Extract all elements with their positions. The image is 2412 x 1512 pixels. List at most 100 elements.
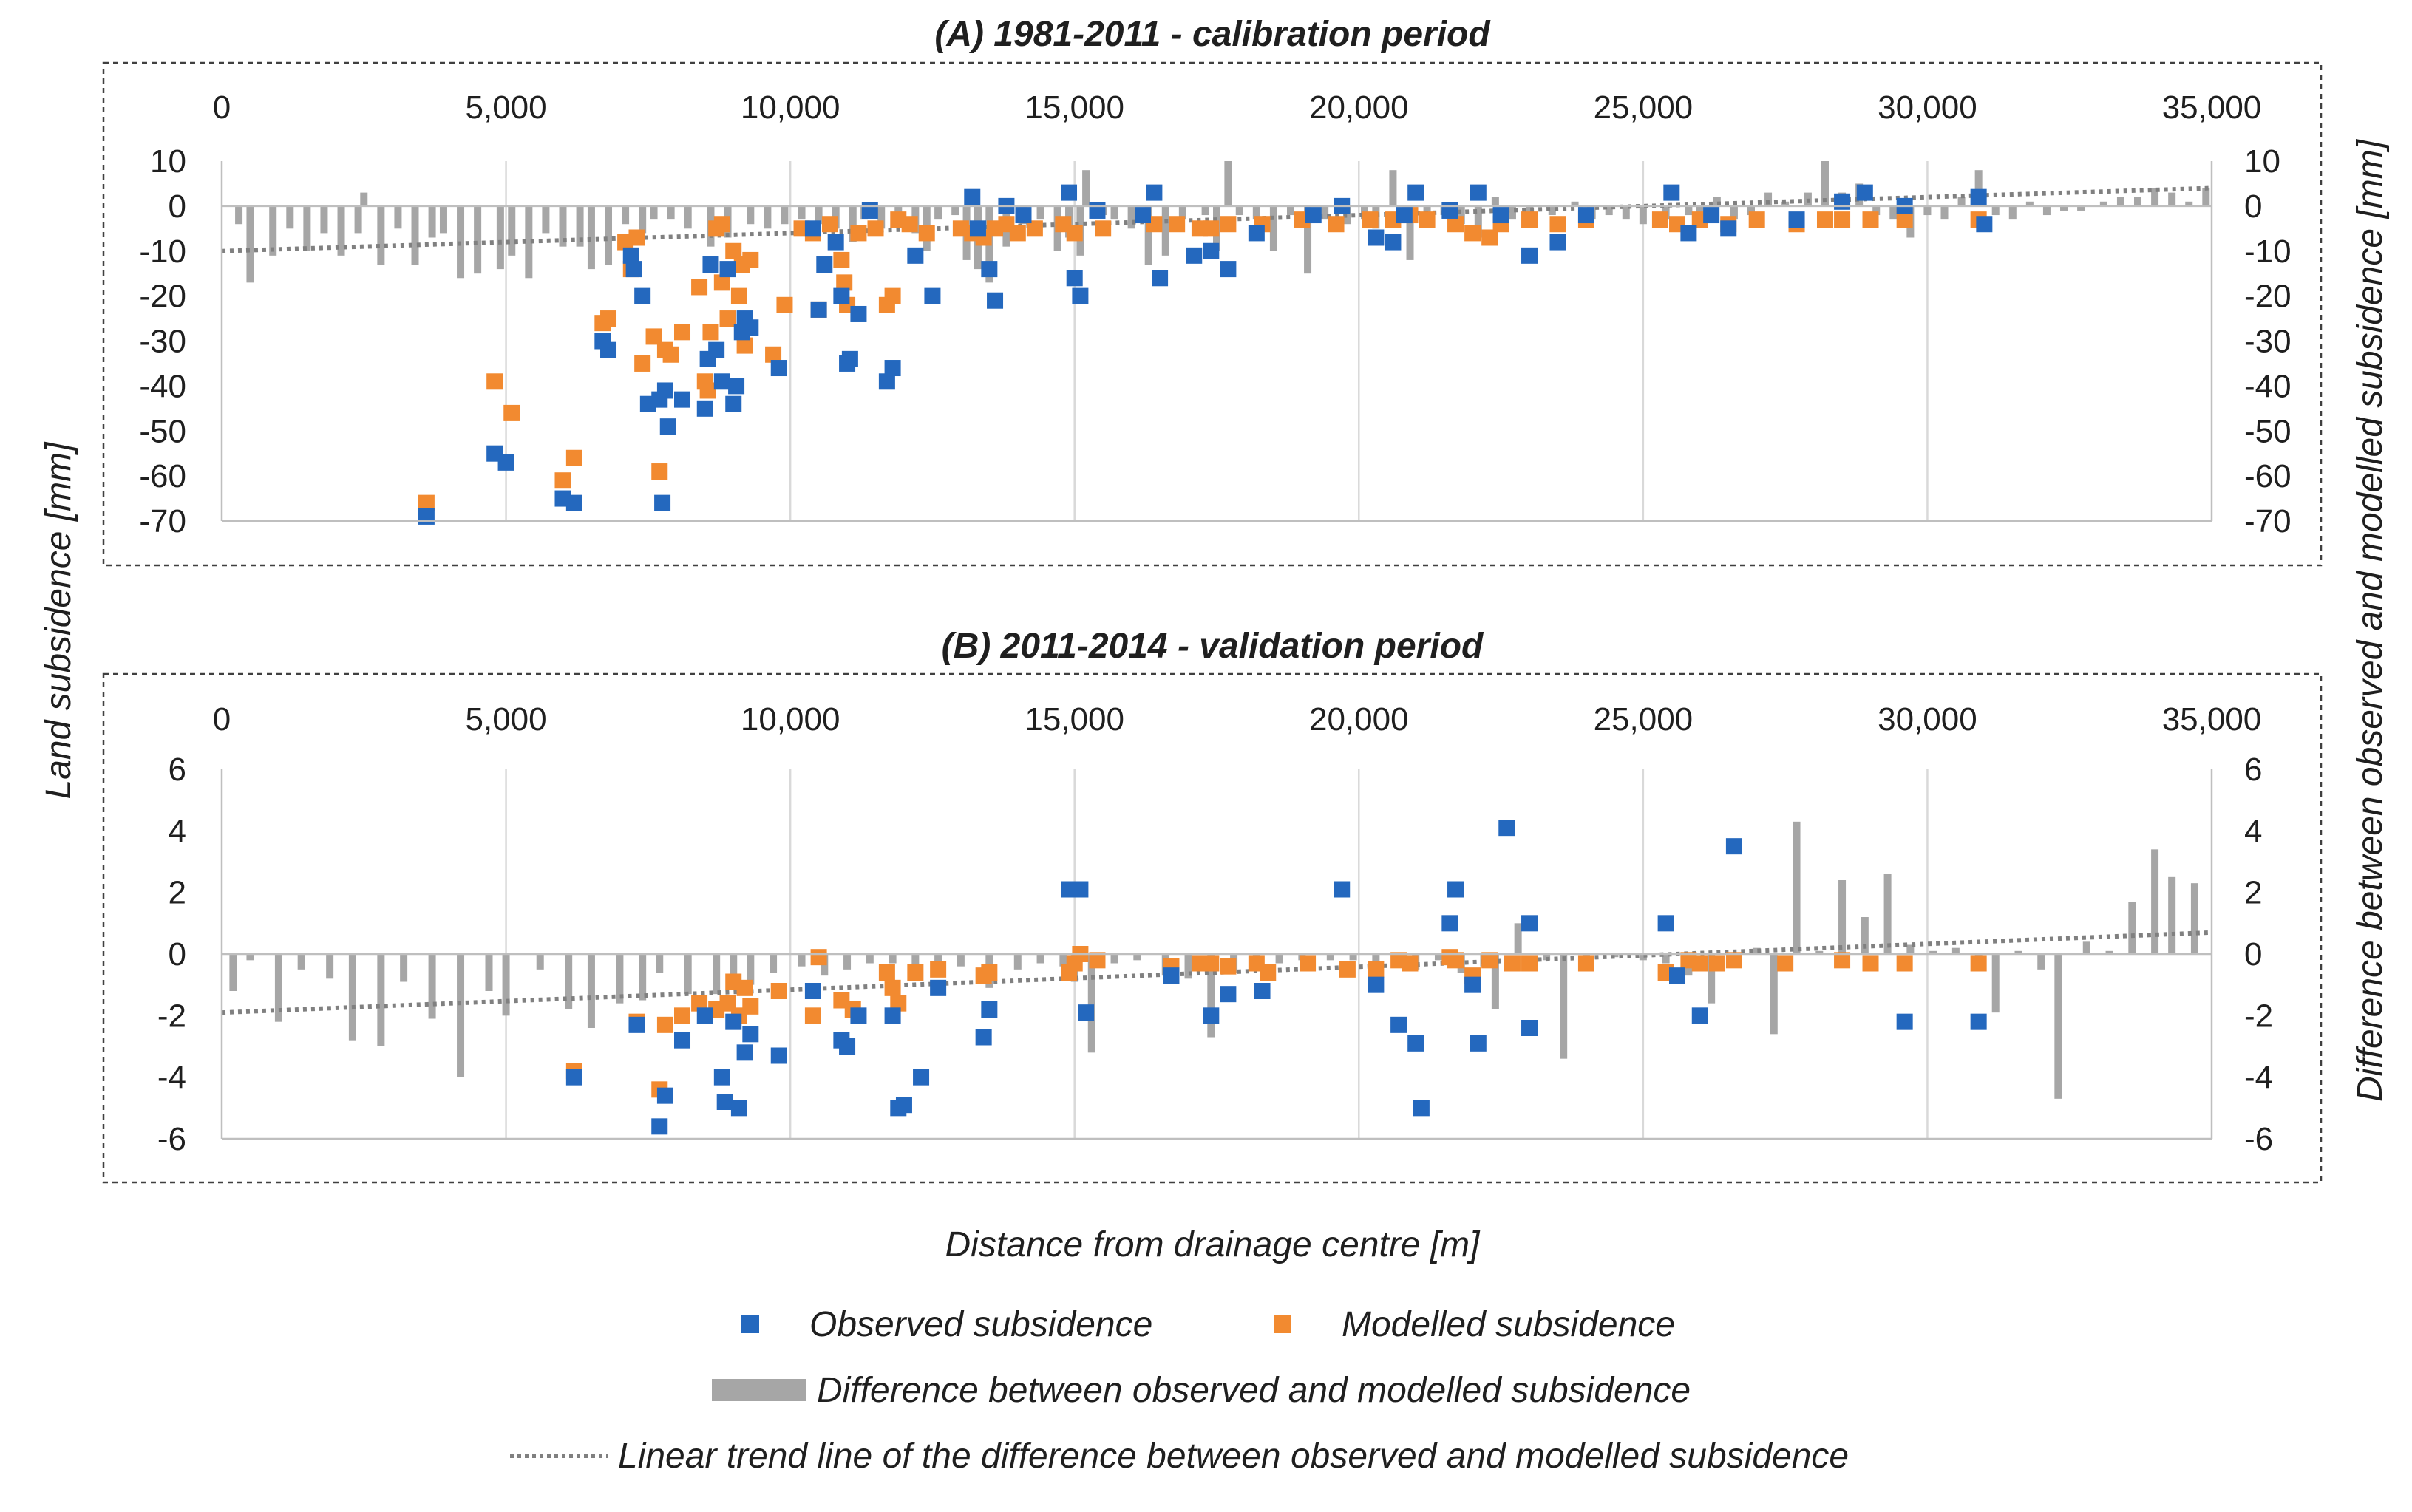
- difference-bar: [1708, 954, 1716, 1004]
- observed-point: [1498, 820, 1515, 837]
- difference-bar: [303, 205, 311, 251]
- observed-point: [1577, 207, 1594, 224]
- observed-point: [1703, 207, 1720, 224]
- x-tick-label: 35,000: [2162, 89, 2262, 126]
- modelled-point: [730, 287, 747, 304]
- legend: Observed subsidence Modelled subsidence …: [510, 1305, 1849, 1476]
- legend-trend: Linear trend line of the difference betw…: [510, 1437, 1849, 1476]
- observed-point: [839, 1038, 856, 1055]
- difference-bar: [269, 205, 277, 256]
- observed-point: [1305, 207, 1322, 224]
- observed-point: [674, 391, 691, 408]
- legend-trend-label: Linear trend line of the difference betw…: [618, 1437, 1849, 1476]
- observed-point: [816, 256, 833, 273]
- observed-point: [736, 1044, 753, 1061]
- difference-bar: [730, 954, 738, 988]
- modelled-point: [821, 216, 838, 233]
- panel-b-y-ticks-right: 6 4 2 0 -2 -4 -6: [2244, 752, 2273, 1157]
- difference-bar: [951, 205, 959, 216]
- observed-point: [1663, 184, 1680, 201]
- observed-point: [1390, 1016, 1407, 1033]
- difference-bar: [1087, 954, 1095, 1053]
- panel-b-axes: [220, 769, 2213, 1140]
- modelled-point: [1009, 225, 1026, 242]
- observed-point: [1066, 270, 1083, 287]
- modelled-point: [1220, 958, 1237, 975]
- modelled-point: [1834, 952, 1851, 969]
- difference-bar: [326, 954, 334, 979]
- observed-point: [1441, 202, 1458, 219]
- difference-bar: [684, 954, 692, 995]
- difference-bar: [2190, 883, 2198, 954]
- difference-bar: [798, 205, 806, 220]
- difference-bar: [1127, 205, 1135, 229]
- difference-bar: [235, 205, 243, 225]
- difference-bar: [781, 205, 789, 225]
- observed-point: [833, 287, 850, 304]
- difference-bar: [1815, 950, 1824, 954]
- modelled-point: [503, 404, 520, 421]
- observed-point: [634, 287, 651, 304]
- difference-bar: [2025, 201, 2034, 206]
- difference-bar: [502, 954, 510, 1016]
- observed-point: [1669, 967, 1686, 984]
- legend-difference: Difference between observed and modelled…: [712, 1371, 1691, 1410]
- y-tick-label-right: -10: [2244, 234, 2292, 270]
- modelled-point: [1339, 961, 1356, 978]
- observed-point: [708, 341, 725, 358]
- difference-bar: [1508, 205, 1516, 220]
- y-tick-label-left: -40: [139, 368, 186, 404]
- observed-point: [1334, 881, 1351, 898]
- modelled-point: [1447, 952, 1464, 969]
- observed-point: [497, 454, 514, 471]
- panel-a-x-ticks: 0 5,000 10,000 15,000 20,000 25,000 30,000 35,0…: [213, 89, 2262, 126]
- modelled-point: [1260, 964, 1277, 981]
- difference-bar: [1201, 205, 1209, 216]
- difference-bar: [639, 954, 647, 1001]
- observed-point: [1720, 220, 1737, 237]
- observed-point: [702, 256, 719, 273]
- y-tick-label-right: -4: [2244, 1060, 2273, 1096]
- modelled-point: [1862, 955, 1879, 972]
- difference-bar: [1343, 205, 1351, 225]
- difference-bar: [1713, 197, 1721, 206]
- observed-point: [1220, 261, 1237, 278]
- difference-bar: [713, 954, 721, 995]
- difference-bar: [1889, 205, 1898, 220]
- legend-observed-label: Observed subsidence: [809, 1305, 1152, 1344]
- observed-point: [1248, 225, 1265, 242]
- modelled-point: [884, 979, 901, 996]
- x-tick-label: 30,000: [1878, 89, 1977, 126]
- observed-point: [1470, 1035, 1487, 1052]
- modelled-point: [890, 995, 907, 1012]
- difference-bar: [1178, 205, 1186, 220]
- x-tick-label: 15,000: [1025, 701, 1124, 738]
- difference-bar: [656, 954, 664, 973]
- modelled-point: [628, 229, 645, 246]
- observed-point: [730, 1100, 747, 1117]
- difference-bar: [2014, 950, 2022, 954]
- modelled-point: [901, 216, 918, 233]
- x-tick-label: 5,000: [466, 89, 547, 126]
- difference-bar: [1133, 954, 1141, 961]
- difference-bar: [2202, 188, 2210, 206]
- modelled-point: [1481, 229, 1498, 246]
- observed-point: [674, 1032, 691, 1049]
- observed-point: [742, 319, 759, 336]
- difference-bar: [229, 954, 237, 991]
- difference-bar: [587, 954, 595, 1028]
- difference-bar: [1207, 954, 1215, 1038]
- difference-bar: [1304, 205, 1312, 274]
- difference-bar: [1144, 205, 1152, 265]
- difference-bar: [2054, 954, 2062, 1099]
- y-tick-label-right: 10: [2244, 143, 2280, 180]
- observed-point: [725, 1013, 742, 1030]
- difference-bar: [747, 205, 755, 225]
- difference-bar: [2168, 192, 2176, 206]
- difference-bar: [1974, 170, 1983, 206]
- modelled-point: [736, 979, 753, 996]
- modelled-point: [1362, 211, 1379, 228]
- x-tick-label: 25,000: [1594, 701, 1694, 738]
- difference-bar: [2134, 197, 2142, 206]
- observed-point: [981, 261, 998, 278]
